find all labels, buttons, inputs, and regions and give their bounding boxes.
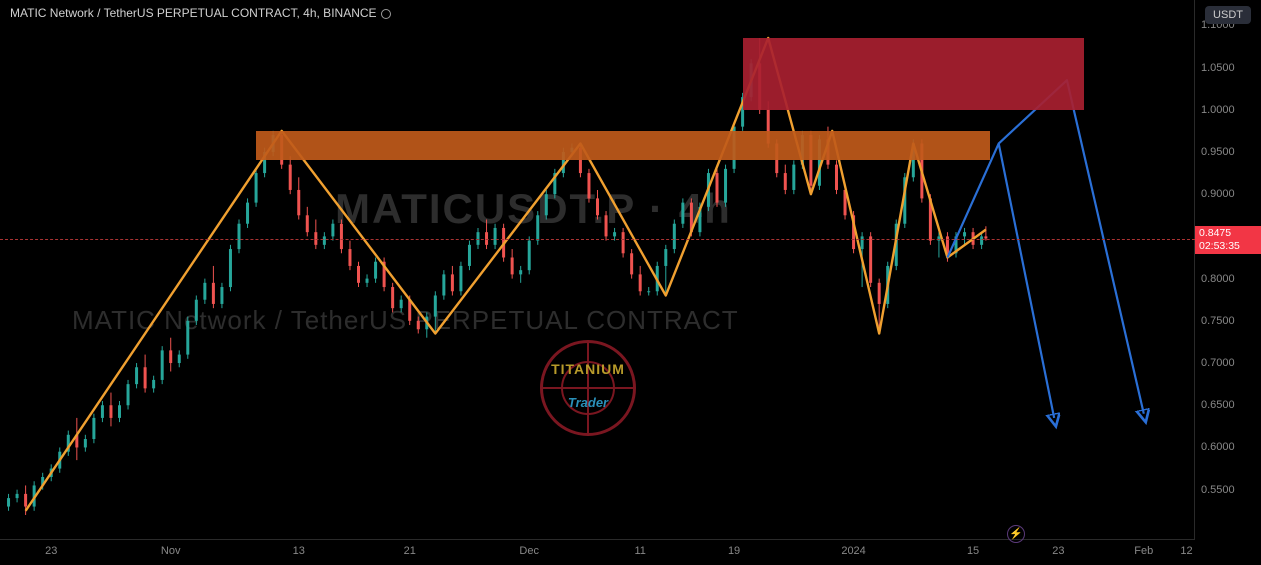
currency-badge[interactable]: USDT [1205,6,1251,24]
yaxis-tick: 0.6500 [1201,399,1235,411]
xaxis-tick: Nov [161,545,181,557]
xaxis-tick: 23 [45,545,57,557]
yaxis-tick: 0.6000 [1201,441,1235,453]
supply-zone[interactable] [743,38,1084,110]
yaxis-tick: 0.7500 [1201,315,1235,327]
yaxis-tick: 0.5500 [1201,484,1235,496]
xaxis-tick: 12 [1180,545,1192,557]
watermark-name: MATIC Network / TetherUS PERPETUAL CONTR… [72,305,739,336]
xaxis-tick: 11 [634,545,645,557]
current-price-line [0,239,1195,240]
xaxis-tick: 21 [404,545,416,557]
xaxis-tick: Feb [1134,545,1153,557]
price-axis[interactable]: 0.55000.60000.65000.70000.75000.80000.85… [1194,0,1261,540]
yaxis-tick: 0.9000 [1201,188,1235,200]
xaxis-tick: Dec [519,545,539,557]
chart-title: MATIC Network / TetherUS PERPETUAL CONTR… [10,6,391,20]
yaxis-tick: 1.0000 [1201,104,1235,116]
yaxis-tick: 0.8000 [1201,273,1235,285]
watermark-symbol: MATICUSDT.P · 4h [335,185,732,233]
yaxis-tick: 1.0500 [1201,62,1235,74]
xaxis-tick: 2024 [841,545,865,557]
yaxis-tick: 0.9500 [1201,146,1235,158]
xaxis-tick: 15 [967,545,979,557]
price-chart[interactable]: MATICUSDT.P · 4h MATIC Network / TetherU… [0,0,1195,540]
supply-zone[interactable] [256,131,990,161]
brand-logo: TITANIUM Trader [540,340,636,436]
current-price-label: 0.8475 02:53:35 [1195,226,1261,254]
xaxis-tick: 13 [293,545,305,557]
xaxis-tick: 23 [1052,545,1064,557]
xaxis-tick: 19 [728,545,740,557]
yaxis-tick: 0.7000 [1201,357,1235,369]
